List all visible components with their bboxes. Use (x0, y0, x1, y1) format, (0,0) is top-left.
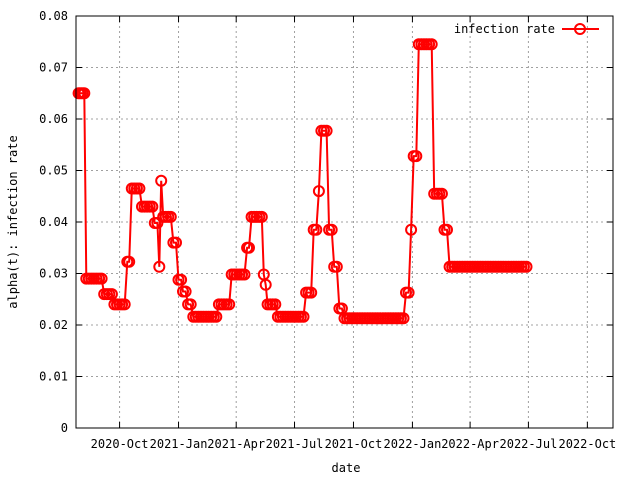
x-tick-label: 2021-Apr (207, 437, 265, 451)
data-point (520, 260, 533, 273)
data-point (164, 210, 177, 223)
data-point (435, 187, 448, 200)
data-point (441, 223, 453, 236)
data-point (210, 310, 223, 323)
x-tick-label: 2020-Oct (91, 437, 149, 451)
data-point (133, 182, 146, 195)
data-point (170, 236, 182, 249)
x-tick-label: 2021-Jul (266, 437, 324, 451)
y-tick-label: 0.06 (39, 112, 68, 126)
x-tick-label: 2022-Apr (441, 437, 499, 451)
legend: infection rate (454, 22, 599, 36)
data-point (259, 278, 272, 291)
y-axis-label: alpha(t): infection rate (6, 135, 20, 308)
data-point (297, 310, 310, 323)
x-tick-label: 2021-Jan (150, 437, 208, 451)
data-point (269, 298, 282, 311)
data-point (123, 255, 136, 268)
data-point (175, 273, 188, 286)
y-tick-label: 0.05 (39, 164, 68, 178)
data-point (146, 200, 159, 213)
y-tick-label: 0.07 (39, 61, 68, 75)
x-tick-label: 2022-Jan (384, 437, 442, 451)
y-tick-label: 0.02 (39, 318, 68, 332)
y-tick-label: 0.03 (39, 267, 68, 281)
data-point (330, 260, 343, 273)
data-point (402, 286, 415, 299)
data-point (325, 223, 338, 236)
data-point (310, 223, 323, 236)
data-point (118, 298, 131, 311)
y-tick-label: 0.04 (39, 215, 68, 229)
data-point (179, 285, 192, 298)
x-tick-label: 2022-Oct (558, 437, 616, 451)
x-tick-label: 2021-Oct (325, 437, 383, 451)
x-axis-label: date (332, 461, 361, 475)
data-point (184, 298, 197, 311)
data-point (397, 312, 410, 325)
grid (76, 16, 613, 428)
legend-marker (574, 23, 586, 35)
series-layer (72, 38, 533, 325)
x-axis: 2020-Oct 2021-Jan 2021-Apr 2021-Jul 2021-Oct… (91, 16, 616, 451)
legend-label: infection rate (454, 22, 555, 36)
data-point (95, 272, 108, 285)
y-tick-label: 0 (61, 421, 68, 435)
series-line (78, 43, 527, 320)
data-point (153, 260, 166, 273)
y-axis: 0 0.01 0.02 0.03 0.04 0.05 0.06 0.07 0.08 (39, 9, 613, 435)
data-point (223, 298, 236, 311)
data-point (410, 150, 423, 163)
data-point (78, 87, 91, 100)
data-point (425, 38, 438, 51)
data-point (238, 268, 251, 281)
y-tick-label: 0.01 (39, 370, 68, 384)
data-point (312, 185, 325, 198)
data-point (255, 210, 268, 223)
y-tick-label: 0.08 (39, 9, 68, 23)
data-point (243, 241, 255, 254)
data-point (305, 286, 318, 299)
x-tick-label: 2022-Jul (500, 437, 558, 451)
data-point (155, 174, 168, 187)
data-point (320, 124, 333, 137)
data-point (405, 223, 418, 236)
